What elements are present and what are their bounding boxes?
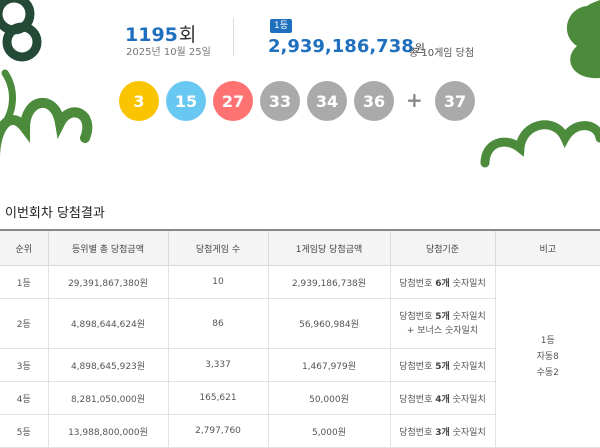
cell-per-game-amount: 50,000원 [267, 381, 391, 415]
table-header-row: 순위 등위별 총 당첨금액 당첨게임 수 1게임당 당첨금액 당첨기준 비고 [0, 229, 600, 266]
draw-date: 2025년 10월 25일 [126, 47, 211, 58]
header-per-game-amount: 1게임당 당첨금액 [267, 229, 391, 266]
cell-rank: 2등 [0, 298, 49, 349]
header-winning-games: 당첨게임 수 [167, 229, 269, 266]
criteria-bonus-line: + 보너스 숫자일치 [406, 325, 479, 336]
cell-winning-games: 2,797,760 [167, 414, 269, 448]
note-line: 1등 [540, 335, 555, 346]
cell-per-game-amount: 5,000원 [267, 414, 391, 448]
header-rank: 순위 [0, 229, 49, 266]
table-row: 1등 29,391,867,380원 10 2,939,186,738원 당첨번… [0, 265, 600, 448]
cell-per-game-amount: 1,467,979원 [267, 348, 391, 382]
first-rank-badge: 1등 [270, 19, 293, 33]
cell-rank: 5등 [0, 414, 49, 448]
cell-winning-games: 165,621 [167, 381, 269, 415]
table-row: 5등 13,988,800,000원 2,797,760 5,000원 당첨번호… [0, 414, 600, 448]
cell-rank: 3등 [0, 348, 49, 382]
winning-ball-1: 3 [119, 81, 159, 121]
cell-criteria: 당첨번호 6개 숫자일치 [389, 265, 496, 299]
results-table: 순위 등위별 총 당첨금액 당첨게임 수 1게임당 당첨금액 당첨기준 비고 1… [0, 229, 600, 448]
decorative-green-blob-right [566, 0, 600, 79]
cell-rank: 4등 [0, 381, 49, 415]
cell-total-amount: 4,898,645,923원 [47, 348, 169, 382]
winning-ball-3: 27 [213, 81, 253, 121]
section-title: 이번회차 당첨결과 [5, 206, 105, 221]
bonus-ball: 37 [435, 81, 475, 121]
first-prize-amount: 2,939,186,738원 [268, 36, 425, 57]
plus-sign: + [406, 88, 423, 112]
winning-ball-6: 36 [354, 81, 394, 121]
cell-total-amount: 4,898,644,624원 [47, 298, 169, 349]
header-criteria: 당첨기준 [389, 229, 496, 266]
header-note: 비고 [494, 229, 600, 266]
first-prize-winner-note: 총 10게임 당첨 [409, 48, 475, 59]
cell-per-game-amount: 2,939,186,738원 [267, 265, 391, 299]
decorative-green-cloud-right [480, 120, 600, 168]
cell-winning-games: 86 [167, 298, 269, 349]
cell-criteria: 당첨번호 5개 숫자일치 + 보너스 숫자일치 [389, 298, 495, 349]
header-divider [233, 18, 234, 56]
table-row: 4등 8,281,050,000원 165,621 50,000원 당첨번호 4… [0, 381, 600, 415]
header-total-amount: 등위별 총 당첨금액 [47, 229, 169, 266]
cell-criteria: 당첨번호 3개 숫자일치 [389, 414, 495, 448]
table-row: 3등 4,898,645,923원 3,337 1,467,979원 당첨번호 … [0, 348, 600, 382]
winning-ball-5: 34 [307, 81, 347, 121]
cell-criteria: 당첨번호 5개 숫자일치 [389, 348, 495, 382]
cell-note: 1등 자동8 수동2 [494, 265, 600, 448]
decorative-green-cloud-left [0, 69, 93, 159]
cell-per-game-amount: 56,960,984원 [267, 298, 391, 349]
round-number: 1195회 [125, 24, 197, 46]
cell-criteria: 당첨번호 4개 숫자일치 [389, 381, 495, 415]
decorative-dark-swirl [0, 0, 42, 62]
cell-total-amount: 29,391,867,380원 [47, 265, 169, 299]
cell-total-amount: 13,988,800,000원 [47, 414, 169, 448]
note-line: 자동8 [536, 351, 559, 362]
winning-ball-4: 33 [260, 81, 300, 121]
cell-rank: 1등 [0, 265, 49, 299]
winning-ball-2: 15 [166, 81, 206, 121]
cell-winning-games: 3,337 [167, 348, 269, 382]
note-line: 수동2 [536, 367, 559, 378]
cell-total-amount: 8,281,050,000원 [47, 381, 169, 415]
cell-winning-games: 10 [167, 265, 269, 299]
